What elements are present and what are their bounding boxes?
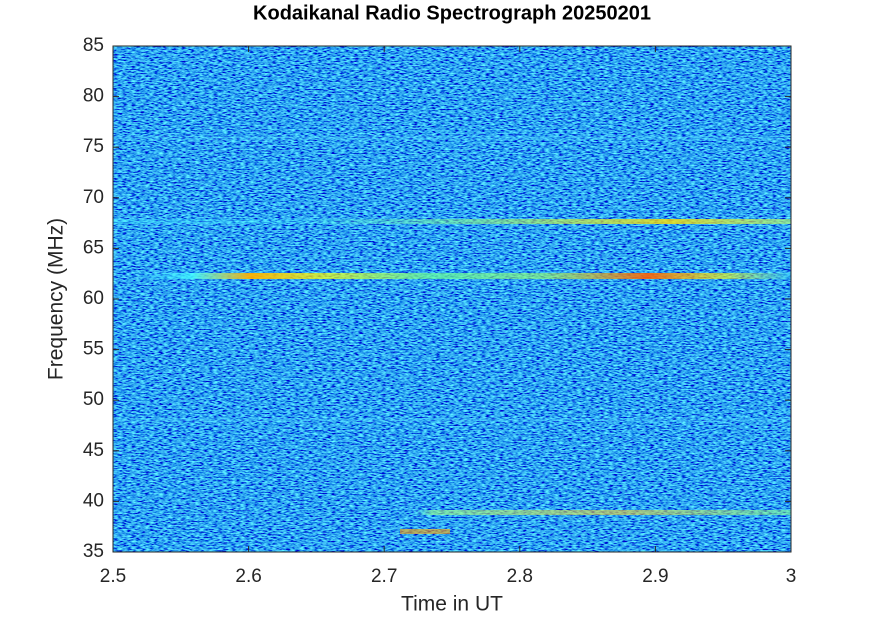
chart-title: Kodaikanal Radio Spectrograph 20250201 [253,2,651,24]
y-tick-label: 35 [83,541,104,562]
signal-band [113,510,791,515]
y-tick-label: 55 [83,339,104,360]
spectrogram [113,46,791,552]
x-axis-label: Time in UT [401,593,503,616]
y-tick-label: 65 [83,237,104,258]
x-tick-label: 2.9 [642,566,668,587]
y-tick-label: 80 [83,86,104,107]
signal-band [113,136,791,140]
y-tick-label: 45 [83,440,104,461]
x-tick-label: 2.5 [100,566,126,587]
signal-band [140,273,791,279]
x-tick-label: 3 [786,566,797,587]
y-tick-label: 75 [83,136,104,157]
signal-band [113,219,791,224]
y-tick-label: 60 [83,288,104,309]
x-tick-label: 2.7 [371,566,397,587]
x-tick-label: 2.6 [235,566,261,587]
y-tick-label: 70 [83,187,104,208]
y-axis-label: Frequency (MHz) [45,218,68,380]
y-tick-label: 40 [83,490,104,511]
x-tick-label: 2.8 [507,566,533,587]
signal-band [400,529,450,534]
spectrogram-noise [113,46,791,552]
y-tick-label: 85 [83,35,104,56]
signal-band [113,418,791,422]
y-tick-label: 50 [83,389,104,410]
